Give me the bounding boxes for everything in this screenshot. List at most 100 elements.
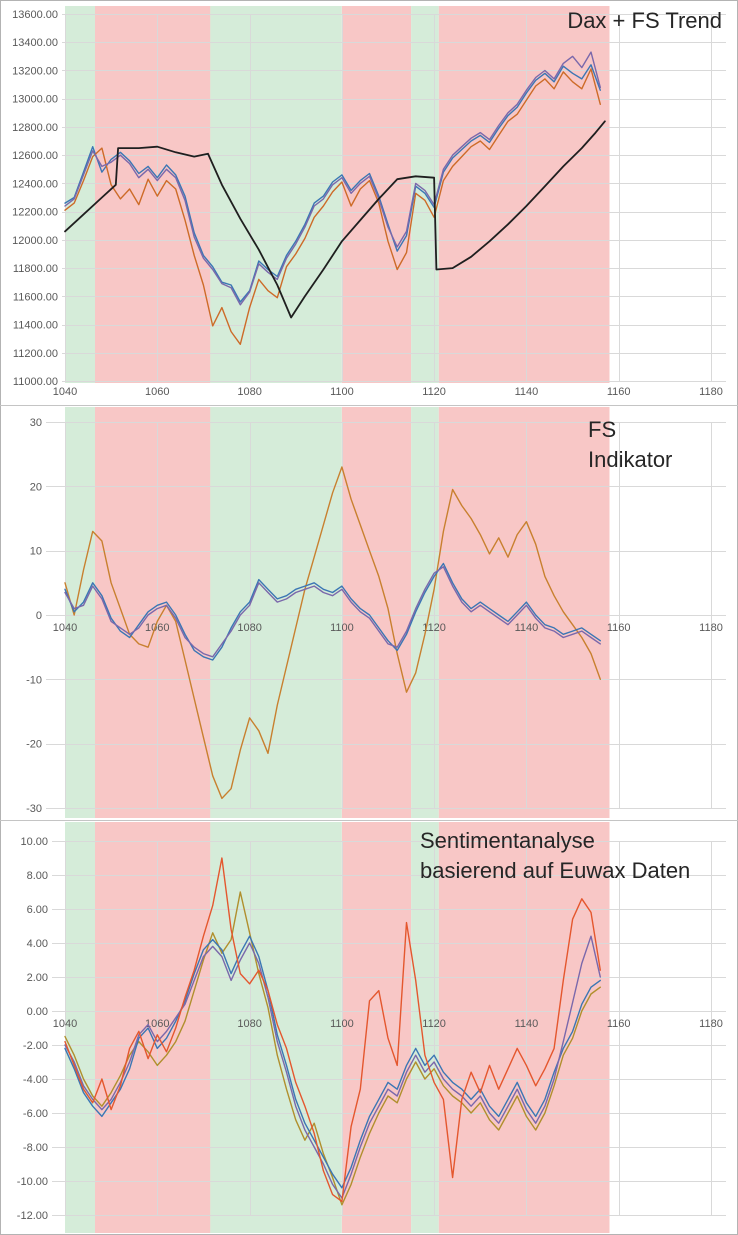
band-red	[438, 6, 610, 383]
x-axis-tick-label: 1060	[145, 1018, 169, 1030]
chart-title-dax-fs-trend: Dax + FS Trend	[567, 6, 722, 36]
band-red	[95, 822, 211, 1233]
series-sentiment-orange	[64, 857, 601, 1203]
series-indikator-orange	[64, 466, 601, 800]
x-axis-tick-label: 1160	[607, 386, 631, 398]
signal-bands	[65, 6, 610, 383]
y-axis-tick-label: 10.00	[20, 836, 48, 848]
gridlines	[52, 841, 726, 1216]
axis-labels: 13600.00 13400.00 13200.00 13000.00 12800.00…	[12, 9, 723, 398]
series-sentiment-gold	[64, 891, 601, 1206]
x-axis-tick-label: 1120	[422, 386, 446, 398]
y-axis-tick-label: -10.00	[17, 1176, 48, 1188]
x-axis-tick-label: 1140	[515, 1018, 539, 1030]
chart-title-sentimentanalyse: Sentimentanalyse basierend auf Euwax Dat…	[420, 826, 690, 886]
series-indikator-blau	[64, 562, 601, 661]
chart-title-line: Sentimentanalyse	[420, 828, 595, 853]
x-axis-tick-label: 1080	[237, 622, 261, 634]
x-axis-tick-label: 1100	[330, 1018, 354, 1030]
band-red	[438, 407, 610, 818]
chart-panel-sentimentanalyse: 10.00 8.00 6.00 4.00 2.00 0.00 -2.00 -4.00 -6.00…	[0, 820, 738, 1235]
signal-bands	[65, 407, 610, 818]
x-axis-tick-label: 1140	[515, 622, 539, 634]
axis-labels: 10.00 8.00 6.00 4.00 2.00 0.00 -2.00 -4.00 -6.00…	[17, 836, 723, 1222]
band-red	[95, 6, 211, 383]
y-axis-tick-label: 13600.00	[12, 9, 58, 21]
y-axis-tick-label: 11000.00	[13, 376, 58, 388]
y-axis-tick-label: -10	[26, 674, 42, 686]
y-axis-tick-label: 6.00	[27, 904, 48, 916]
series-fs-trend-schwarz	[64, 120, 606, 319]
sentimentanalyse-chart-canvas: 10.00 8.00 6.00 4.00 2.00 0.00 -2.00 -4.00 -6.00…	[17, 822, 726, 1233]
x-axis-tick-label: 1040	[53, 1018, 77, 1030]
band-green	[210, 407, 342, 818]
chart-panel-dax-fs-trend: 13600.00 13400.00 13200.00 13000.00 12800.00…	[0, 0, 738, 405]
band-green	[65, 407, 95, 818]
y-axis-tick-label: -6.00	[23, 1108, 48, 1120]
y-axis-tick-label: -4.00	[23, 1074, 48, 1086]
y-axis-tick-label: 12200.00	[12, 207, 58, 219]
series-dax-orange	[64, 68, 601, 345]
x-axis-tick-label: 1120	[422, 622, 446, 634]
fs-indikator-chart-canvas: 30 20 10 0 -10 -20 -30 1040 1060 1080 1100 1120 1140…	[26, 407, 726, 818]
y-axis-tick-label: 10	[30, 546, 42, 558]
y-axis-tick-label: 12000.00	[12, 235, 58, 247]
y-axis-tick-label: -8.00	[23, 1142, 48, 1154]
x-axis-tick-label: 1180	[699, 622, 723, 634]
chart-title-line: FS	[588, 417, 617, 442]
y-axis-tick-label: -12.00	[17, 1210, 48, 1222]
series-dax-lila	[64, 51, 601, 306]
band-green	[210, 6, 342, 383]
x-axis-tick-label: 1100	[330, 622, 354, 634]
y-axis-tick-label: 0.00	[27, 1006, 48, 1018]
x-axis-tick-label: 1060	[145, 622, 169, 634]
x-axis-tick-label: 1040	[53, 622, 77, 634]
chart-title-fs-indikator: FS Indikator	[588, 415, 672, 475]
y-axis-tick-label: 13400.00	[12, 37, 58, 49]
band-green	[65, 822, 95, 1233]
y-axis-tick-label: -20	[26, 739, 42, 751]
gridlines	[46, 422, 726, 809]
x-axis-tick-label: 1160	[607, 622, 631, 634]
series-dax-blau	[64, 64, 601, 303]
panel-divider	[0, 405, 738, 406]
y-axis-tick-label: 4.00	[27, 938, 48, 950]
y-axis-tick-label: 20	[30, 481, 42, 493]
y-axis-tick-label: 11600.00	[13, 291, 58, 303]
x-axis-tick-label: 1080	[237, 1018, 261, 1030]
series-sentiment-lila	[64, 935, 601, 1199]
x-axis-tick-label: 1080	[237, 386, 261, 398]
chart-title-line: Dax + FS Trend	[567, 8, 722, 33]
y-axis-tick-label: 12600.00	[12, 150, 58, 162]
series-indikator-lila	[64, 566, 601, 658]
band-green	[65, 6, 95, 383]
y-axis-tick-label: 12800.00	[12, 122, 58, 134]
signal-bands	[65, 822, 610, 1233]
x-axis-tick-label: 1180	[699, 386, 723, 398]
chart-panel-fs-indikator: 30 20 10 0 -10 -20 -30 1040 1060 1080 1100 1120 1140…	[0, 405, 738, 820]
y-axis-tick-label: 13000.00	[12, 94, 58, 106]
x-axis-tick-label: 1140	[515, 386, 539, 398]
y-axis-tick-label: -30	[26, 803, 42, 815]
y-axis-tick-label: 12400.00	[12, 178, 58, 190]
x-axis-tick-label: 1060	[145, 386, 169, 398]
x-axis-tick-label: 1040	[53, 386, 77, 398]
x-axis-tick-label: 1100	[330, 386, 354, 398]
chart-title-line: basierend auf Euwax Daten	[420, 858, 691, 883]
x-axis-tick-label: 1160	[607, 1018, 631, 1030]
y-axis-tick-label: 11800.00	[13, 263, 58, 275]
y-axis-tick-label: 30	[30, 417, 42, 429]
x-axis-tick-label: 1120	[422, 1018, 446, 1030]
y-axis-tick-label: 11200.00	[13, 348, 58, 360]
x-axis-tick-label: 1180	[699, 1018, 723, 1030]
y-axis-tick-label: 11400.00	[13, 320, 58, 332]
y-axis-tick-label: 13200.00	[12, 66, 58, 78]
band-red	[438, 822, 610, 1233]
y-axis-tick-label: 2.00	[27, 972, 48, 984]
y-axis-tick-label: 8.00	[27, 870, 48, 882]
chart-title-line: Indikator	[588, 447, 673, 472]
band-red	[341, 407, 412, 818]
panel-divider	[0, 820, 738, 821]
y-axis-tick-label: 0	[36, 610, 42, 622]
